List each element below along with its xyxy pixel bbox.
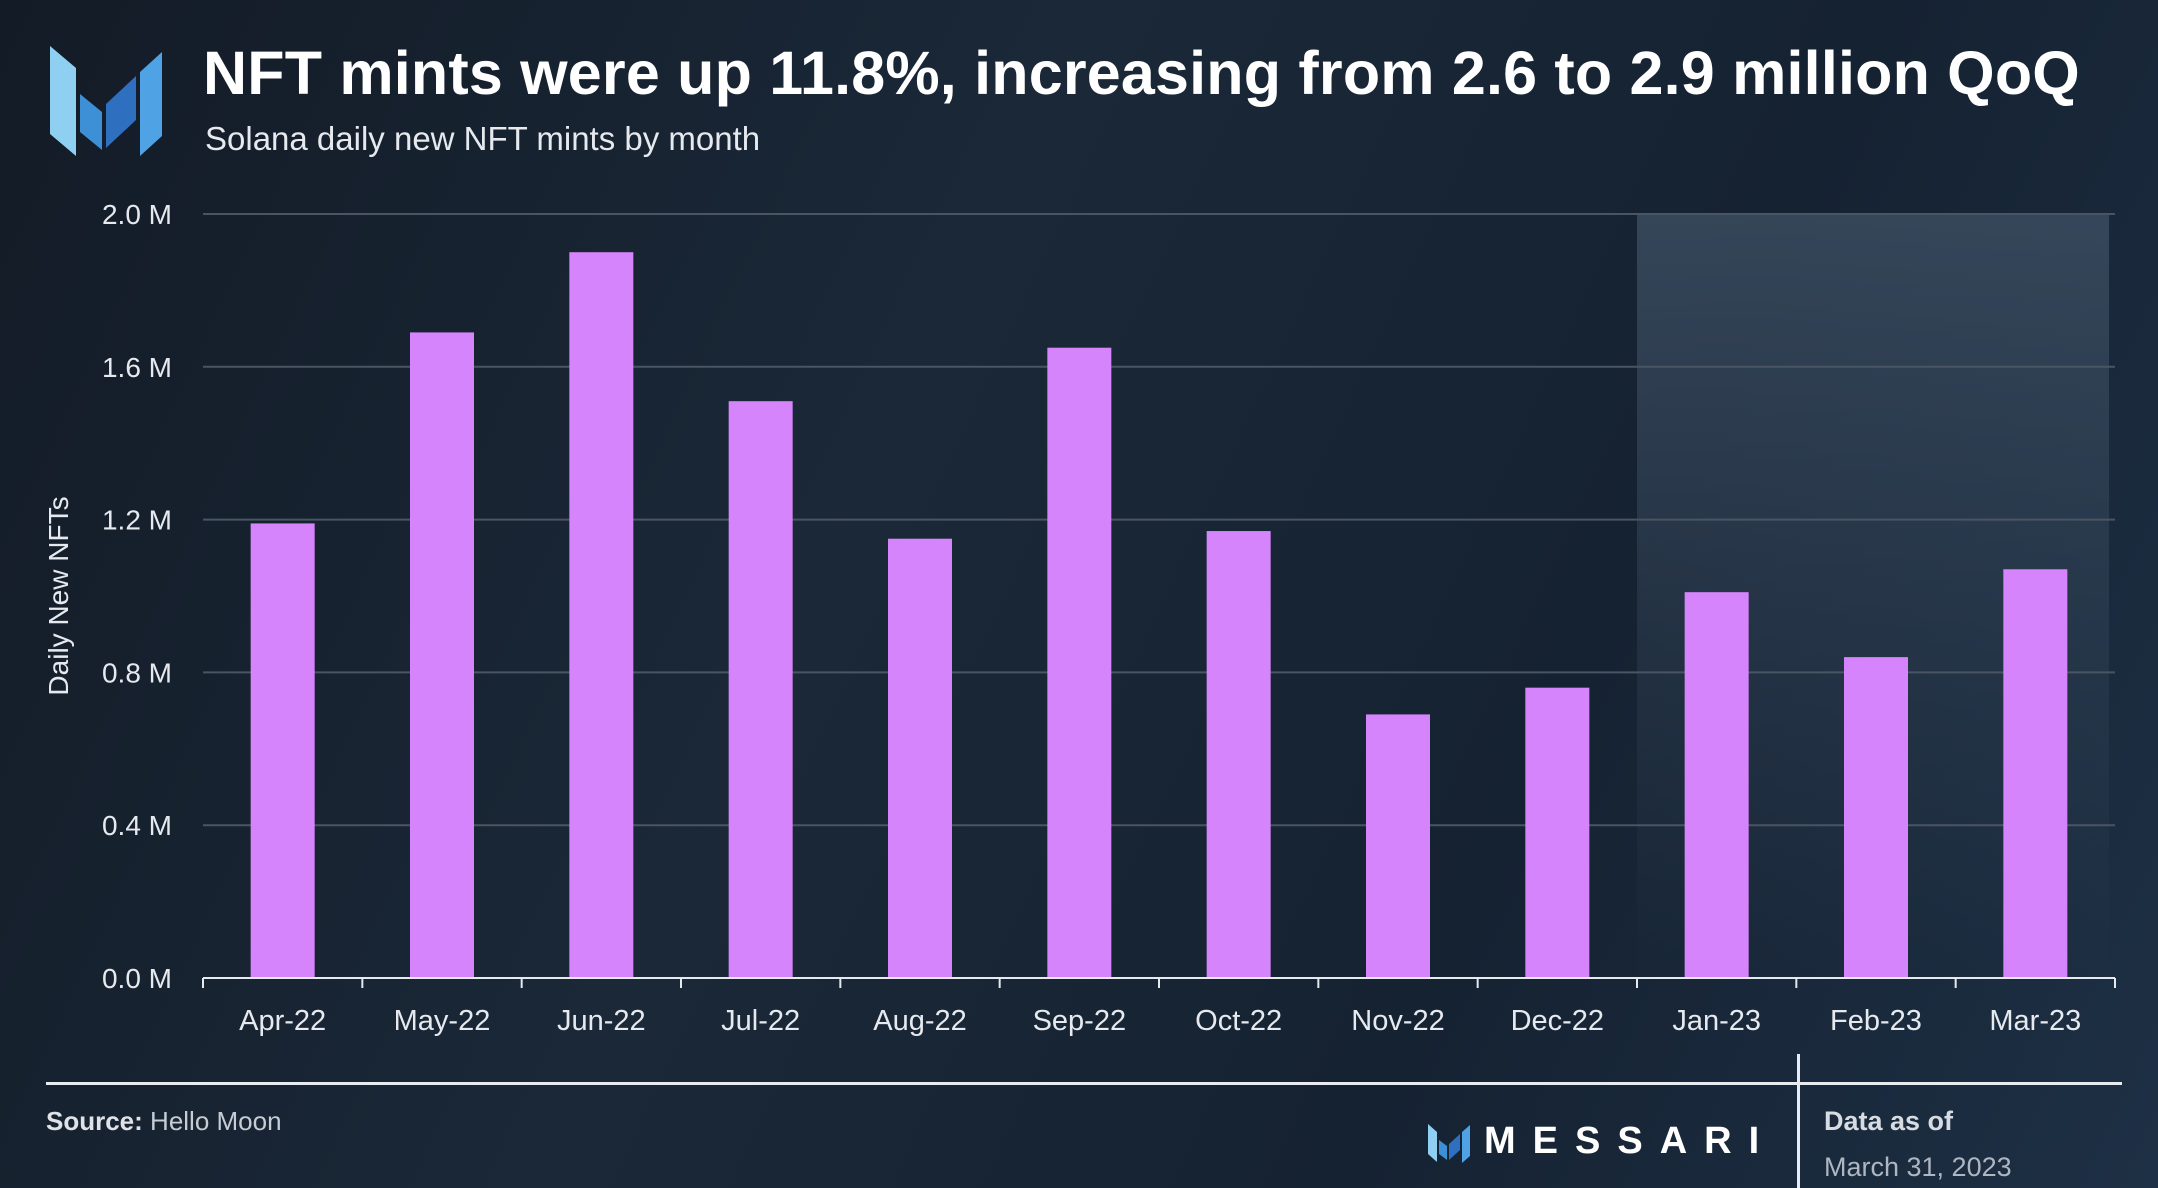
x-tick-label: Dec-22 (1511, 1005, 1605, 1037)
y-tick-label: 0.0 M (102, 963, 172, 994)
x-tick-label: Jan-23 (1672, 1005, 1761, 1037)
bar-aug-22 (888, 538, 952, 978)
y-tick-label: 2.0 M (102, 199, 172, 230)
x-tick-label: Jul-22 (721, 1005, 800, 1037)
x-tick-label: Mar-23 (1989, 1005, 2081, 1037)
bar-sep-22 (1047, 347, 1112, 978)
x-tick-label: May-22 (394, 1005, 491, 1037)
bar-feb-23 (1844, 657, 1908, 978)
source-label: Source: (46, 1106, 143, 1136)
source-value: Hello Moon (150, 1106, 282, 1136)
x-tick-label: Oct-22 (1195, 1005, 1282, 1037)
x-tick-label: Feb-23 (1830, 1005, 1922, 1037)
chart-subtitle: Solana daily new NFT mints by month (205, 120, 761, 157)
source-note: Source: Hello Moon (46, 1106, 282, 1137)
y-axis-title: Daily New NFTs (43, 496, 74, 695)
messari-brand-icon (1428, 1124, 1470, 1163)
bar-apr-22 (250, 523, 315, 978)
bar-chart: 0.0 M 0.4 M 0.8 M 1.2 M 1.6 M 2.0 M Daily New … (43, 199, 2116, 1037)
x-tick-label: Aug-22 (873, 1005, 967, 1037)
bar-oct-22 (1206, 531, 1271, 978)
bar-may-22 (410, 332, 474, 978)
x-tick-label: Jun-22 (557, 1005, 646, 1037)
bar-nov-22 (1366, 714, 1430, 978)
x-tick-label: Apr-22 (239, 1005, 326, 1037)
x-tick-label: Sep-22 (1033, 1005, 1127, 1037)
data-as-of-date: March 31, 2023 (1824, 1152, 2012, 1182)
x-tick-label: Nov-22 (1351, 1005, 1445, 1037)
chart-title: NFT mints were up 11.8%, increasing from… (203, 39, 2080, 107)
bar-mar-23 (2003, 569, 2068, 978)
bar-jul-22 (728, 401, 793, 978)
footer-vertical-divider (1797, 1054, 1800, 1188)
bar-jun-22 (569, 252, 634, 978)
messari-logo-icon (50, 46, 162, 156)
data-as-of-label: Data as of (1824, 1106, 1954, 1136)
brand-wordmark: MESSARI (1484, 1120, 1777, 1162)
y-tick-label: 1.6 M (102, 352, 172, 383)
y-tick-label: 1.2 M (102, 505, 172, 536)
y-tick-label: 0.4 M (102, 810, 172, 841)
footer-divider (46, 1082, 2122, 1085)
y-tick-label: 0.8 M (102, 657, 172, 688)
bar-jan-23 (1684, 592, 1749, 978)
bar-dec-22 (1525, 687, 1590, 978)
